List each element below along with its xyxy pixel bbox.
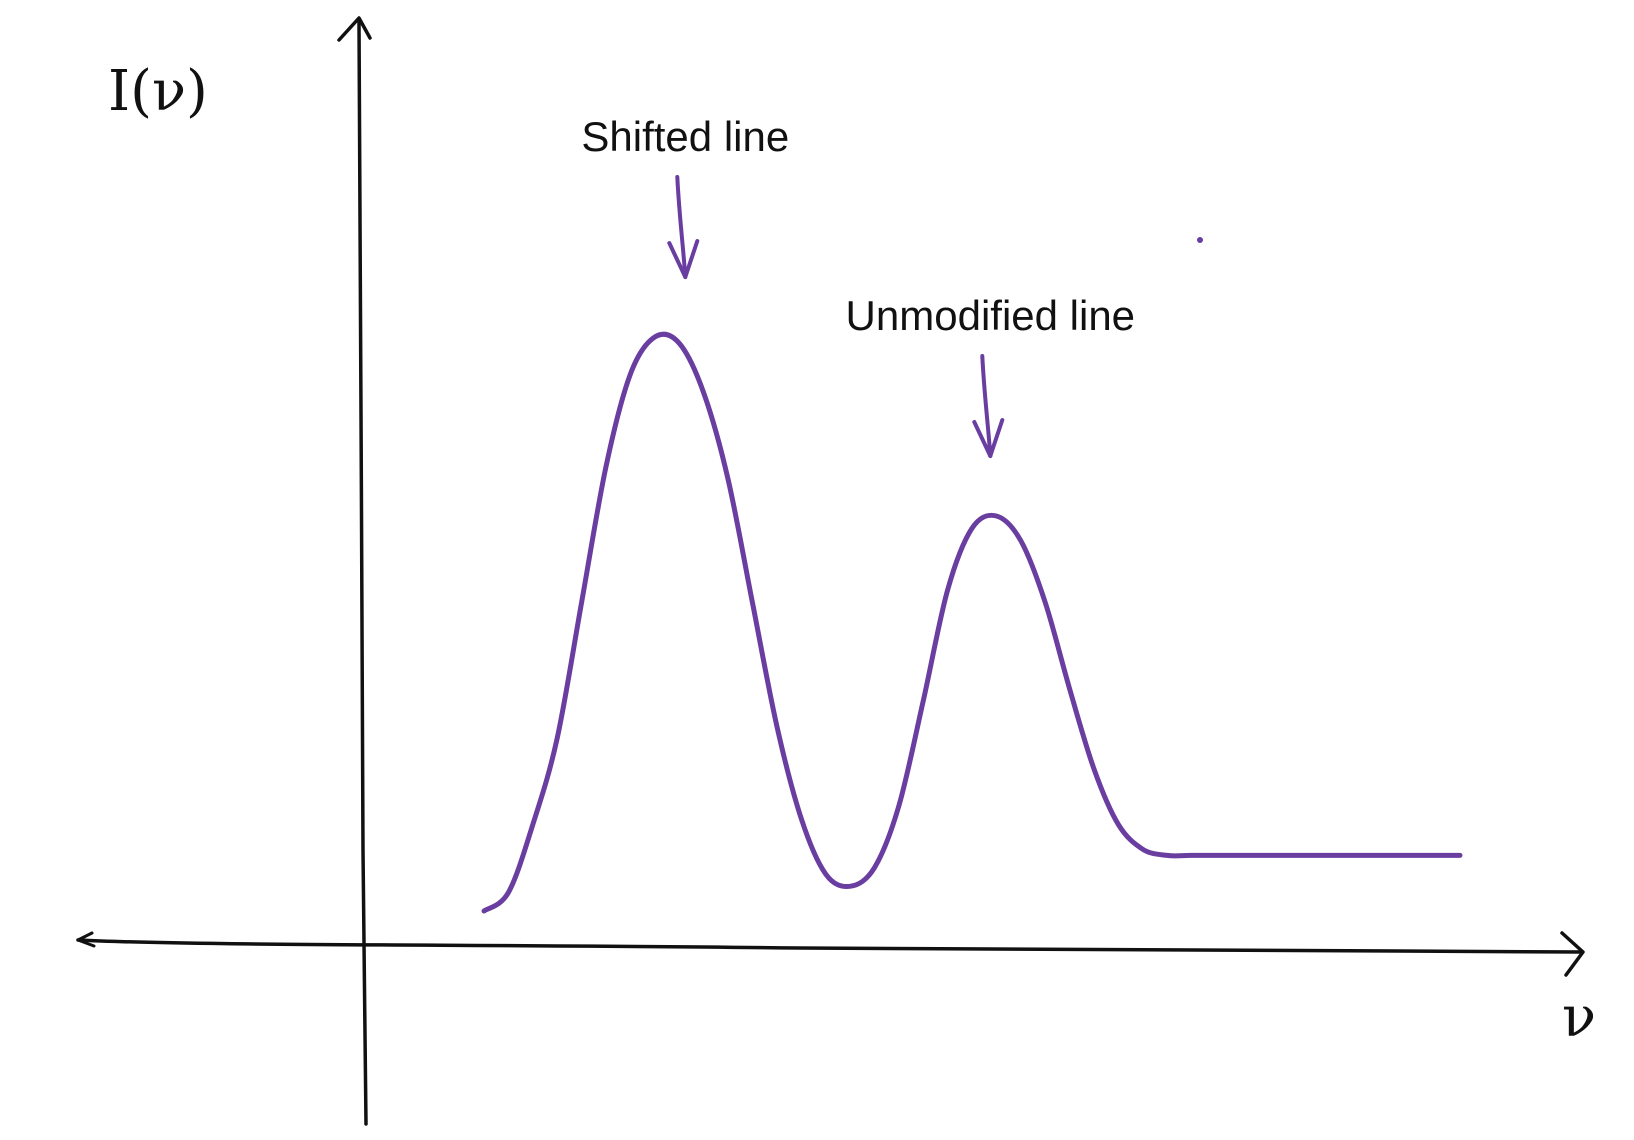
annotation-arrowhead (667, 239, 700, 280)
stray-dot (1197, 237, 1203, 243)
annotation-label: Unmodified line (846, 292, 1136, 339)
x-axis-label: ν (1562, 985, 1596, 1050)
annotation-arrow (675, 175, 688, 280)
y-axis-line (357, 20, 368, 1126)
x-axis-left-arrowhead (76, 931, 96, 948)
x-axis-arrowhead (1560, 931, 1585, 977)
y-axis-label: I(ν) (108, 59, 208, 124)
y-axis-arrowhead (337, 16, 372, 42)
spectrum-curve (481, 331, 1463, 914)
x-axis-line (76, 938, 1584, 954)
annotation-label: Shifted line (581, 113, 789, 160)
annotation-arrow (980, 354, 993, 458)
annotations: Shifted line Unmodified line (581, 113, 1136, 458)
axes (76, 16, 1585, 1126)
annotation-arrowhead (972, 418, 1005, 458)
